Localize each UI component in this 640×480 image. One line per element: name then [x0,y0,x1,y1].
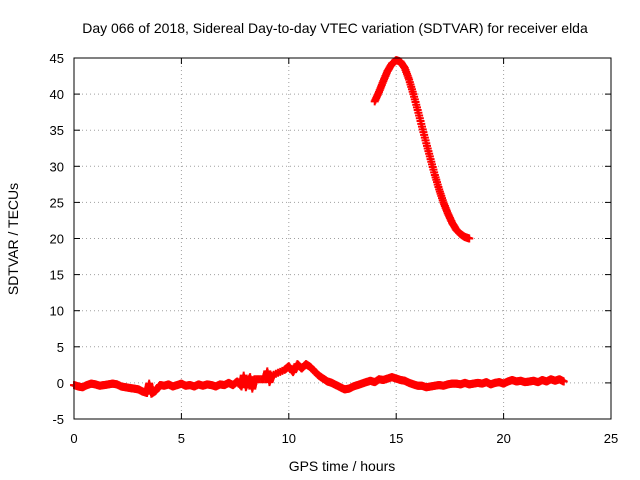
x-tick-label: 20 [496,431,510,446]
y-tick-label: 40 [50,87,64,102]
y-tick-label: 0 [57,376,64,391]
y-axis-label: SDTVAR / TECUs [5,183,21,295]
x-tick-label: 0 [70,431,77,446]
data-point [465,234,474,243]
y-tick-label: -5 [52,412,64,427]
x-axis-label: GPS time / hours [289,458,396,474]
plot-frame [73,57,612,420]
data-point [559,377,568,386]
y-tick-label: 15 [50,268,64,283]
y-tick-label: 10 [50,304,64,319]
y-tick-labels: -5 0 5 10 15 20 25 30 35 40 45 [50,51,64,427]
x-tick-label: 15 [389,431,403,446]
x-tick-label: 5 [178,431,185,446]
data-series [70,56,568,398]
x-tick-labels: 0 5 10 15 20 25 [70,431,618,446]
gridlines [74,58,611,419]
y-tick-label: 35 [50,123,64,138]
y-tick-label: 20 [50,232,64,247]
series-0 [370,56,474,243]
y-tick-label: 5 [57,340,64,355]
series-1 [70,360,568,398]
x-tick-label: 10 [282,431,296,446]
chart-title: Day 066 of 2018, Sidereal Day-to-day VTE… [82,20,588,36]
y-tick-label: 30 [50,159,64,174]
y-tick-label: 45 [50,51,64,66]
y-tick-label: 25 [50,195,64,210]
x-tick-label: 25 [604,431,618,446]
